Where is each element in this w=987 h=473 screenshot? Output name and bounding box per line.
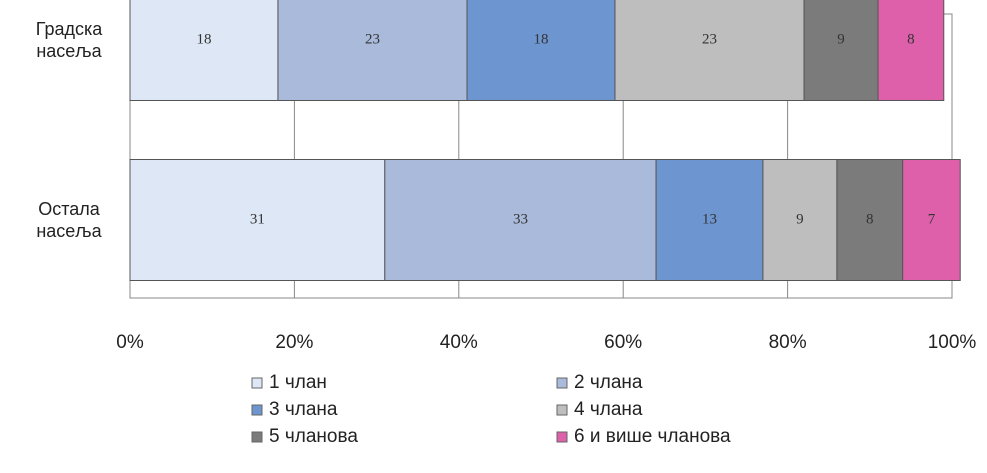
legend-swatch: [251, 431, 263, 443]
x-tick-label: 40%: [440, 332, 478, 353]
x-tick-label: 20%: [275, 332, 313, 353]
value-label: 8: [907, 31, 915, 47]
x-tick-label: 0%: [116, 332, 144, 353]
legend-label: 6 и више чланова: [574, 426, 731, 447]
value-label: 31: [250, 211, 265, 227]
legend-swatch: [556, 377, 568, 389]
bar-segment: [277, 0, 468, 101]
x-tick-label: 60%: [604, 332, 642, 353]
bar-segment: [902, 159, 961, 281]
value-label: 13: [702, 211, 717, 227]
bar-segment: [762, 159, 838, 281]
bar-segment: [655, 159, 764, 281]
legend-label: 5 чланова: [269, 426, 358, 447]
bar-segment: [384, 159, 657, 281]
value-label: 9: [796, 211, 804, 227]
category-label: Градска насеља: [35, 19, 103, 61]
x-tick-label: 80%: [769, 332, 807, 353]
legend-swatch: [556, 431, 568, 443]
value-label: 7: [928, 211, 936, 227]
value-label: 18: [534, 31, 549, 47]
legend-label: 2 члана: [574, 372, 643, 393]
bar-segment: [836, 159, 904, 281]
value-label: 8: [866, 211, 874, 227]
bar-segment: [129, 0, 279, 101]
legend-label: 1 члан: [269, 372, 327, 393]
legend-swatch: [556, 404, 568, 416]
bar-segment: [129, 159, 386, 281]
bar-segment: [877, 0, 945, 101]
value-label: 23: [365, 31, 380, 47]
value-label: 18: [196, 31, 211, 47]
x-tick-label: 100%: [928, 332, 977, 353]
value-label: 9: [837, 31, 845, 47]
value-label: 33: [513, 211, 528, 227]
legend-swatch: [251, 404, 263, 416]
legend-label: 4 члана: [574, 399, 643, 420]
category-label: Остала насеља: [36, 199, 102, 241]
bar-segment: [614, 0, 805, 101]
legend-label: 3 члана: [269, 399, 338, 420]
legend-swatch: [251, 377, 263, 389]
bar-segment: [803, 0, 879, 101]
value-label: 23: [702, 31, 717, 47]
bar-segment: [466, 0, 616, 101]
